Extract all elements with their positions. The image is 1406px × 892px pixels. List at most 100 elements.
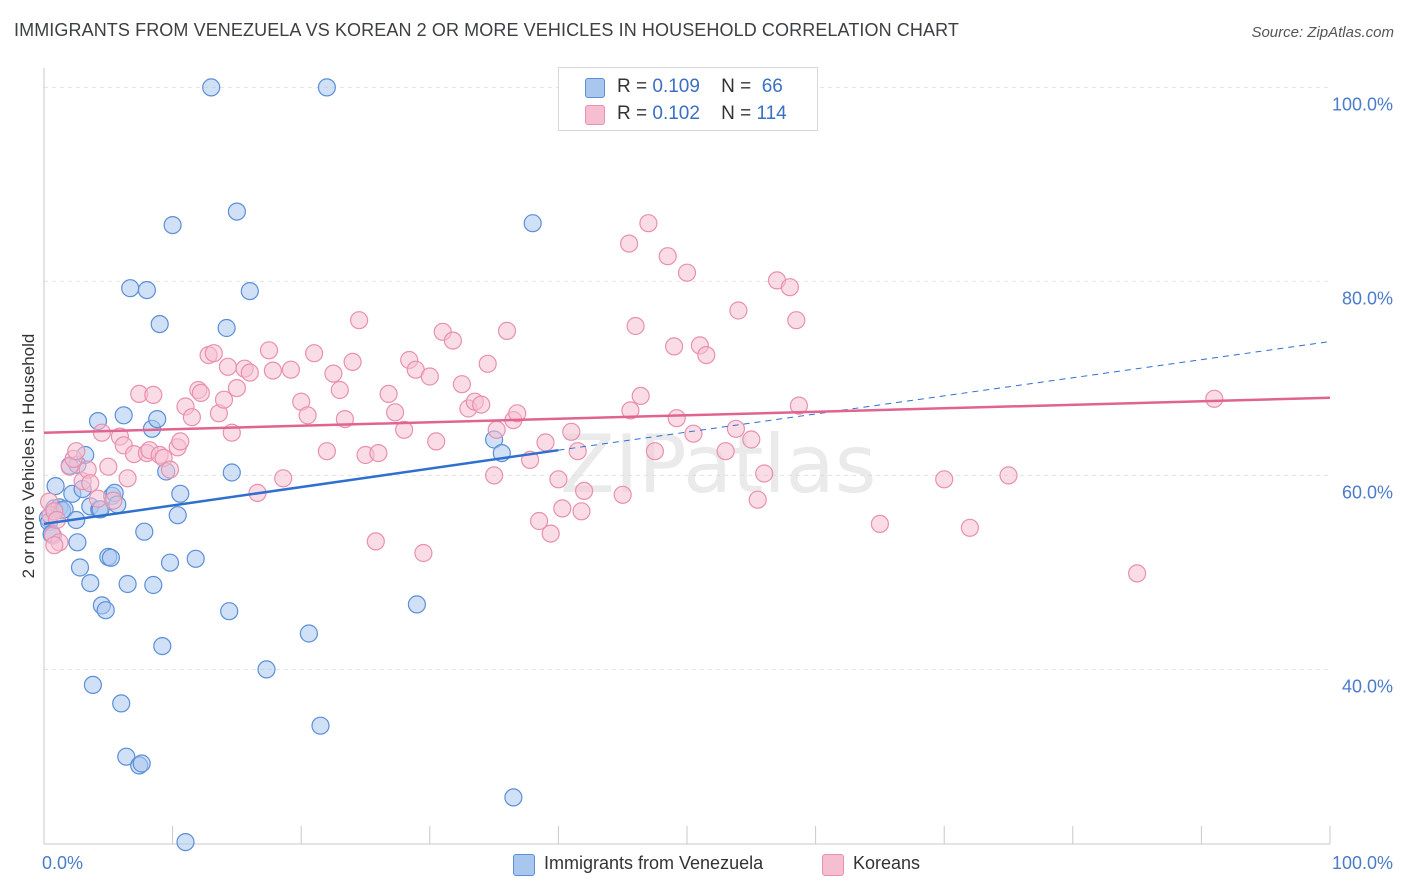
koreans-point [549,470,568,489]
venezuela-point [83,675,103,695]
y-tick-label: 40.0% [1342,676,1393,696]
koreans-point [191,383,210,402]
venezuela-point [523,214,542,233]
koreans-point [960,518,980,537]
koreans-point [414,543,433,563]
venezuela-point [112,694,131,713]
venezuela-point [317,78,336,97]
koreans-point [1205,389,1224,408]
series-koreans-points [39,214,1224,583]
koreans-point [726,419,746,438]
koreans-point [144,385,163,404]
koreans-point [626,316,645,336]
koreans-point [104,491,123,510]
x-ticks [172,826,1331,844]
koreans-point [716,442,735,461]
legend-r-value: 0.109 [652,76,700,97]
koreans-point [452,375,471,394]
koreans-point [395,420,414,439]
koreans-point [420,367,439,386]
koreans-point [259,341,279,360]
koreans-point [443,331,462,350]
koreans-point [729,301,748,320]
koreans-point [508,404,527,423]
koreans-point [568,442,587,461]
venezuela-point [132,754,151,773]
venezuela-trend-line [43,448,559,526]
legend-r-label: R = [617,103,648,124]
watermark: ZIPatlas [560,418,876,511]
y-tick-label: 80.0% [1342,288,1393,308]
y-tick-labels: 100.0% 80.0% 60.0% 40.0% [1332,94,1393,696]
x-tick-label-max: 100.0% [1332,853,1393,873]
venezuela-point [46,477,65,496]
venezuela-point [240,282,259,301]
venezuela-point [168,506,187,525]
koreans-point [281,360,300,379]
chart-title: IMMIGRANTS FROM VENEZUELA VS KOREAN 2 OR… [14,20,959,40]
source-label: Source: ZipAtlas.com [1251,24,1394,41]
koreans-point [529,511,549,531]
koreans-point [182,408,201,427]
venezuela-point [150,315,169,334]
venezuela-point [148,410,167,429]
venezuela-trend-extension [558,341,1331,451]
koreans-point [697,346,716,365]
koreans-point [787,311,806,330]
koreans-point [487,420,506,439]
koreans-point [427,432,446,451]
venezuela-point [121,279,140,298]
koreans-point [658,247,677,266]
koreans-point [574,481,594,500]
koreans-trend-line [43,396,1331,434]
koreans-point [171,432,190,451]
koreans-point [645,442,665,461]
koreans-point [755,464,774,483]
bottom-legend-label-venezuela: Immigrants from Venezuela [544,853,764,873]
koreans-point [621,401,640,420]
venezuela-point [160,553,180,572]
koreans-point [160,460,180,479]
koreans-point [204,344,223,363]
venezuela-point [311,716,330,735]
legend-r-label: R = [617,76,648,97]
legend-swatch-blue [585,78,605,98]
legend-n-value: 66 [761,76,783,97]
venezuela-point [299,624,318,643]
koreans-point [343,352,362,371]
koreans-point [485,466,504,485]
venezuela-point [135,522,154,541]
koreans-point [748,490,767,509]
venezuela-point [202,78,221,97]
koreans-point [369,444,388,463]
koreans-point [613,485,632,504]
koreans-point [553,499,572,518]
koreans-point [572,502,591,521]
koreans-point [92,423,112,442]
koreans-point [305,344,324,363]
x-tick-label-min: 0.0% [42,853,83,873]
venezuela-point [222,463,241,482]
trend-lines [43,341,1331,526]
koreans-point [541,524,560,543]
koreans-point [478,354,497,373]
venezuela-point [118,574,137,594]
bottom-legend-label-koreans: Koreans [853,853,921,873]
venezuela-point [220,602,239,621]
koreans-point [935,470,954,489]
koreans-point [227,379,246,398]
koreans-point [317,442,336,461]
koreans-point [386,403,405,422]
venezuela-point [217,318,236,338]
koreans-point [664,337,684,356]
venezuela-point [504,788,523,807]
koreans-point [667,409,686,428]
koreans-point [324,364,343,383]
venezuela-point [171,484,190,503]
venezuela-point [153,636,172,656]
y-tick-label: 60.0% [1342,482,1393,502]
koreans-point [631,386,650,405]
koreans-point [379,384,398,403]
koreans-point [350,311,369,330]
koreans-point [274,469,293,488]
